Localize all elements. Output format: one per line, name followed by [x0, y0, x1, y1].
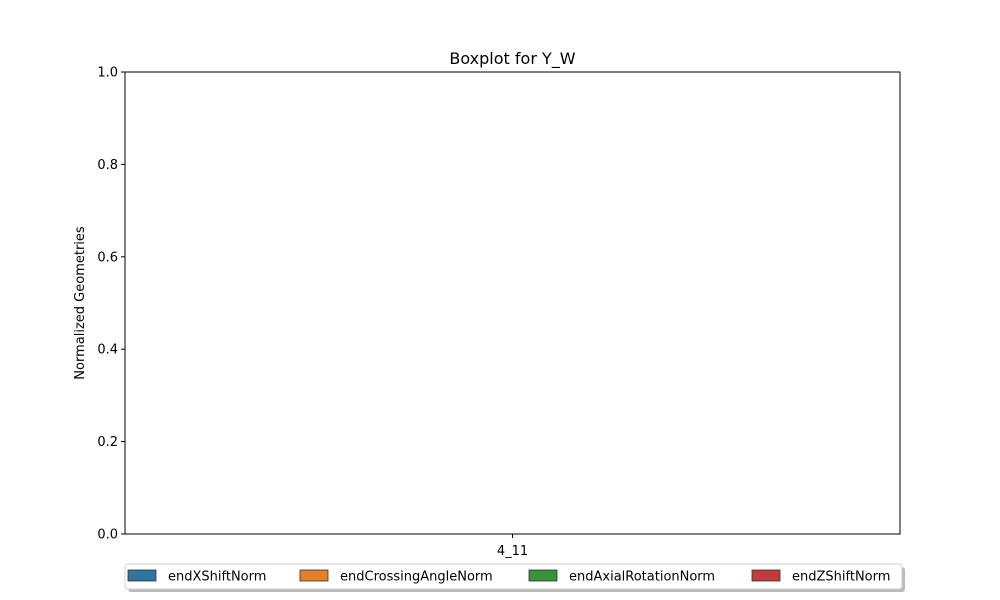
- legend-swatch: [127, 569, 157, 582]
- legend-label: endAxialRotationNorm: [569, 570, 715, 585]
- plot-area: [124, 71, 901, 535]
- legend: endXShiftNorm endCrossingAngleNorm endAxia…: [124, 563, 905, 592]
- legend-swatch: [528, 569, 558, 582]
- y-tick-label: 0.6: [97, 250, 118, 265]
- legend-swatch: [751, 569, 781, 582]
- legend-label: endXShiftNorm: [168, 570, 266, 585]
- y-axis: 0.0 0.2 0.4 0.6 0.8 1.0: [97, 66, 125, 543]
- y-axis-label: Normalized Geometries: [73, 226, 88, 380]
- y-tick-label: 0.2: [97, 435, 118, 450]
- y-tick-label: 0.4: [97, 343, 118, 358]
- x-axis: 4_11: [497, 534, 528, 559]
- y-tick-label: 1.0: [97, 66, 118, 81]
- y-tick-label: 0.8: [97, 158, 118, 173]
- legend-swatch: [299, 569, 329, 582]
- y-tick-label: 0.0: [97, 528, 118, 543]
- legend-label: endZShiftNorm: [792, 570, 890, 585]
- chart-title: Boxplot for Y_W: [449, 49, 575, 69]
- x-tick-label: 4_11: [497, 544, 528, 559]
- legend-label: endCrossingAngleNorm: [340, 570, 493, 585]
